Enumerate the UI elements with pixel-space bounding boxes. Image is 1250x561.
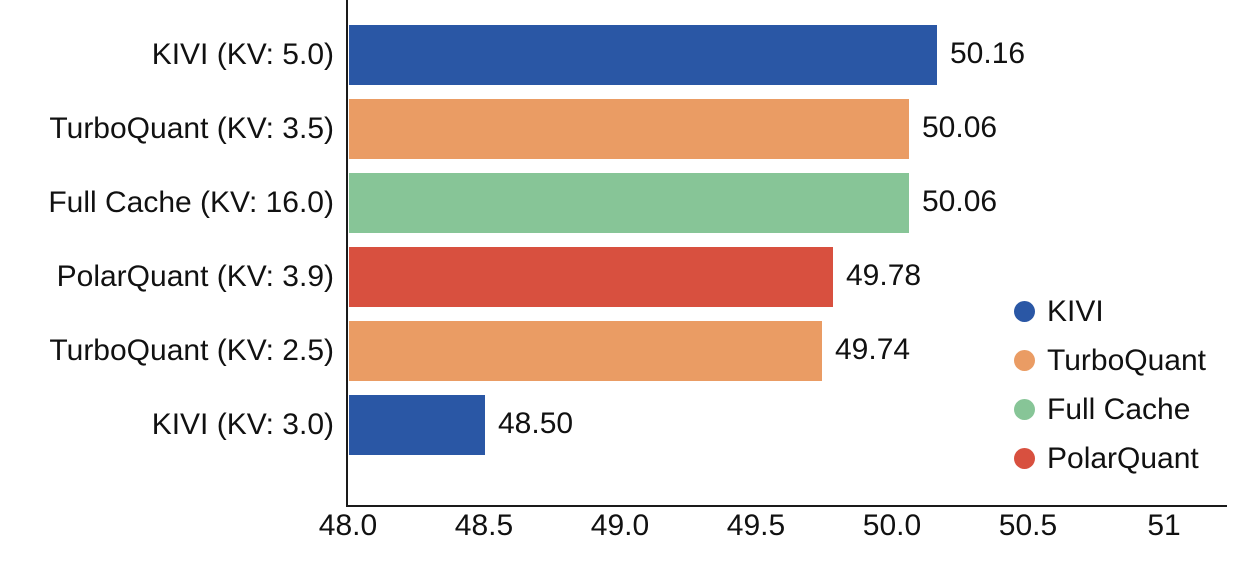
legend-label: KIVI — [1047, 294, 1104, 328]
x-tick-label: 49.0 — [590, 509, 650, 542]
legend-entry-turboquant: TurboQuant — [1014, 336, 1206, 385]
bar-turboquant — [349, 321, 822, 381]
x-tick-label: 48.5 — [454, 509, 514, 542]
y-axis-line — [346, 0, 348, 507]
category-label: Full Cache (KV: 16.0) — [48, 186, 334, 219]
bar-kivi — [349, 395, 485, 455]
bar-value-label: 49.78 — [846, 259, 922, 292]
bar-value-label: 50.06 — [922, 185, 998, 218]
bar-value-label: 48.50 — [498, 407, 574, 440]
legend-color-dot-icon — [1014, 448, 1035, 469]
bar-value-label: 50.16 — [950, 37, 1026, 70]
legend-entry-full-cache: Full Cache — [1014, 385, 1206, 434]
x-tick-label: 50.5 — [998, 509, 1058, 542]
x-tick-label: 51 — [1147, 509, 1181, 542]
legend-label: Full Cache — [1047, 392, 1191, 426]
bar-full-cache — [349, 173, 909, 233]
x-tick-label: 48.0 — [318, 509, 378, 542]
bar-value-label: 50.06 — [922, 111, 998, 144]
legend-label: PolarQuant — [1047, 441, 1199, 475]
category-label: KIVI (KV: 5.0) — [151, 38, 334, 71]
x-tick-label: 49.5 — [726, 509, 786, 542]
legend-color-dot-icon — [1014, 399, 1035, 420]
legend-entry-kivi: KIVI — [1014, 287, 1206, 336]
legend-color-dot-icon — [1014, 350, 1035, 371]
legend-entry-polarquant: PolarQuant — [1014, 434, 1206, 483]
legend: KIVI TurboQuant Full Cache PolarQuant — [1014, 287, 1206, 483]
category-label: KIVI (KV: 3.0) — [151, 408, 334, 441]
x-tick-label: 50.0 — [862, 509, 922, 542]
bar-kivi — [349, 25, 937, 85]
category-label: TurboQuant (KV: 3.5) — [49, 112, 334, 145]
legend-color-dot-icon — [1014, 301, 1035, 322]
x-axis-line — [346, 505, 1227, 507]
bar-value-label: 49.74 — [835, 333, 911, 366]
bar-polarquant — [349, 247, 833, 307]
legend-label: TurboQuant — [1047, 343, 1206, 377]
bar-turboquant — [349, 99, 909, 159]
category-label: PolarQuant (KV: 3.9) — [56, 260, 334, 293]
category-label: TurboQuant (KV: 2.5) — [49, 334, 334, 367]
